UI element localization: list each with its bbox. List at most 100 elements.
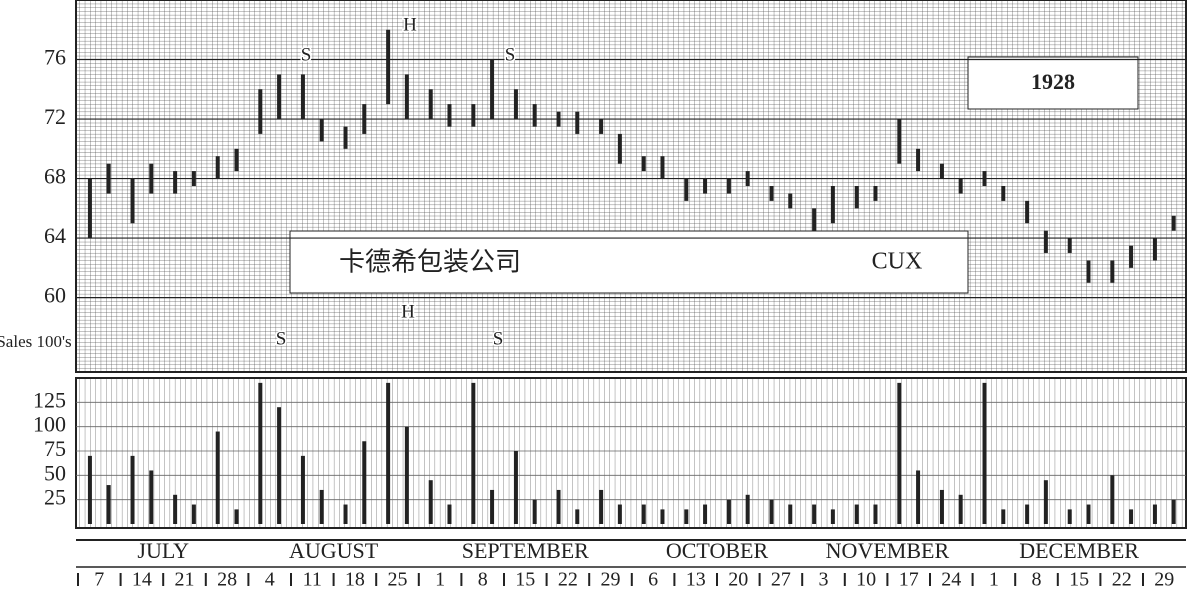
annotation: H [403, 14, 417, 35]
volume-bar [788, 504, 793, 524]
volume-bar [471, 382, 476, 524]
week-label: 28 [217, 569, 237, 591]
y-tick-label: 100 [33, 412, 66, 437]
volume-bar [726, 499, 731, 524]
volume-bar [277, 407, 282, 524]
y-tick-label: 76 [44, 45, 66, 70]
week-label: 13 [686, 569, 706, 591]
y-tick-label: 125 [33, 387, 66, 412]
week-label: 20 [728, 569, 748, 591]
volume-bar [897, 382, 902, 524]
annotation: S [505, 44, 516, 65]
volume-bar [386, 382, 391, 524]
volume-bar [660, 509, 665, 524]
volume-bar [1110, 475, 1115, 524]
volume-bar [556, 489, 561, 524]
month-label: NOVEMBER [826, 538, 950, 563]
week-label: 15 [515, 569, 535, 591]
week-label: 25 [388, 569, 408, 591]
volume-bar [1171, 499, 1176, 524]
month-label: SEPTEMBER [462, 538, 589, 563]
volume-bar [599, 489, 604, 524]
volume-bar [149, 470, 154, 524]
volume-bar [812, 504, 817, 524]
y-tick-label: 68 [44, 164, 66, 189]
volume-bar [617, 504, 622, 524]
volume-bar [1025, 504, 1030, 524]
volume-bar [513, 451, 518, 524]
month-label: DECEMBER [1019, 538, 1139, 563]
month-label: JULY [137, 538, 189, 563]
annotation: S [493, 328, 504, 349]
volume-bar [130, 455, 135, 524]
volume-bar [916, 470, 921, 524]
volume-bar [873, 504, 878, 524]
week-label: 1 [989, 569, 999, 591]
volume-bar [173, 494, 178, 524]
volume-bar [447, 504, 452, 524]
volume-bar [106, 485, 111, 524]
volume-bar [428, 480, 433, 524]
volume-bar [319, 489, 324, 524]
volume-bar [258, 382, 263, 524]
week-label: 21 [175, 569, 195, 591]
year-label: 1928 [1031, 69, 1075, 94]
y-tick-label: 25 [44, 485, 66, 510]
annotation: S [276, 328, 287, 349]
y-tick-label: 60 [44, 283, 66, 308]
week-label: 4 [265, 569, 275, 591]
year-box [967, 56, 1139, 110]
volume-bar [404, 426, 409, 524]
volume-label: Sales 100's [0, 332, 72, 351]
volume-bar [343, 504, 348, 524]
volume-bar [575, 509, 580, 524]
week-label: 29 [1154, 569, 1174, 591]
volume-bar [87, 455, 92, 524]
volume-bar [1001, 509, 1006, 524]
week-label: 22 [558, 569, 578, 591]
week-label: 8 [1032, 569, 1042, 591]
volume-bar [191, 504, 196, 524]
volume-bar [234, 509, 239, 524]
week-label: 7 [94, 569, 104, 591]
week-label: 27 [771, 569, 791, 591]
month-label: AUGUST [289, 538, 379, 563]
volume-panel [75, 377, 1187, 529]
week-label: 6 [648, 569, 658, 591]
week-label: 22 [1112, 569, 1132, 591]
volume-bar [830, 509, 835, 524]
name-box [289, 230, 969, 294]
volume-bar [1043, 480, 1048, 524]
y-tick-label: 50 [44, 460, 66, 485]
week-label: 10 [856, 569, 876, 591]
week-label: 29 [601, 569, 621, 591]
volume-bar [1129, 509, 1134, 524]
volume-bar [532, 499, 537, 524]
volume-bar [641, 504, 646, 524]
month-label: OCTOBER [666, 538, 769, 563]
y-tick-label: 75 [44, 436, 66, 461]
volume-bar [362, 441, 367, 524]
volume-bar [1152, 504, 1157, 524]
volume-bar [958, 494, 963, 524]
company-name: 卡德希包装公司 [339, 248, 521, 278]
ticker: CUX [872, 249, 923, 275]
week-label: 11 [303, 569, 322, 591]
y-tick-label: 72 [44, 104, 66, 129]
volume-bar [215, 431, 220, 524]
volume-bar [703, 504, 708, 524]
volume-bar [854, 504, 859, 524]
week-label: 1 [435, 569, 445, 591]
volume-bar [300, 455, 305, 524]
week-label: 15 [1069, 569, 1089, 591]
volume-bar [684, 509, 689, 524]
week-label: 17 [899, 569, 919, 591]
week-label: 24 [941, 569, 961, 591]
volume-bar [745, 494, 750, 524]
volume-bar [769, 499, 774, 524]
volume-bar [1086, 504, 1091, 524]
week-label: 18 [345, 569, 365, 591]
price-panel [75, 0, 1187, 373]
